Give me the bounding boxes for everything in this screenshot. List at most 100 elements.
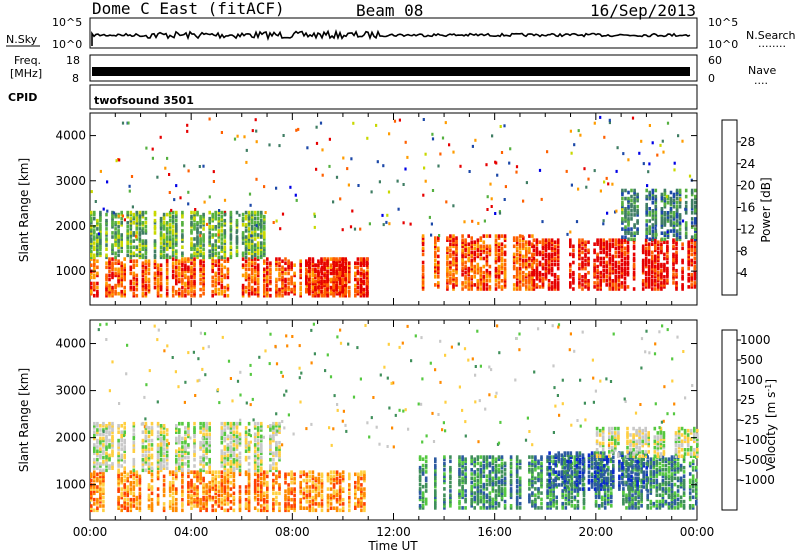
data-cell xyxy=(332,259,335,263)
data-cell xyxy=(341,470,345,474)
data-cell xyxy=(446,266,449,271)
data-cell xyxy=(178,436,181,441)
data-cell xyxy=(90,285,93,290)
data-cell xyxy=(102,207,105,211)
beam-title: Beam 08 xyxy=(356,1,423,20)
data-cell xyxy=(627,211,630,215)
data-cell xyxy=(235,421,239,426)
data-cell xyxy=(196,239,199,243)
data-cell xyxy=(235,251,239,256)
data-cell xyxy=(105,227,108,231)
data-cell xyxy=(187,277,190,282)
data-cell xyxy=(362,289,366,294)
data-cell xyxy=(220,497,224,502)
data-cell xyxy=(293,478,296,483)
data-cell xyxy=(171,229,175,233)
data-cell xyxy=(250,259,254,263)
data-cell xyxy=(156,500,160,504)
data-cell xyxy=(256,281,260,286)
data-cell xyxy=(623,238,627,242)
data-cell xyxy=(522,246,525,251)
data-cell xyxy=(599,250,602,255)
data-cell xyxy=(117,229,120,233)
data-cell xyxy=(320,474,324,479)
data-cell xyxy=(256,291,260,296)
data-cell xyxy=(202,218,205,223)
colorbar-tick-label: 24 xyxy=(740,157,755,171)
data-cell xyxy=(256,273,260,278)
data-cell xyxy=(518,287,522,291)
data-cell xyxy=(464,252,467,257)
data-cell xyxy=(244,485,248,489)
data-cell xyxy=(320,502,324,506)
data-cell xyxy=(675,188,679,193)
data-cell xyxy=(657,240,660,244)
data-cell xyxy=(293,489,296,493)
data-cell xyxy=(525,240,528,244)
data-cell xyxy=(159,438,163,443)
data-cell xyxy=(181,474,184,479)
data-cell xyxy=(162,225,166,229)
data-cell xyxy=(587,285,590,289)
data-cell xyxy=(308,508,312,513)
data-cell xyxy=(132,443,136,447)
data-cell xyxy=(672,200,676,205)
data-cell xyxy=(578,238,581,242)
data-cell xyxy=(311,283,315,288)
data-cell xyxy=(208,485,211,489)
data-cell xyxy=(165,259,169,263)
data-cell xyxy=(329,291,333,296)
data-cell xyxy=(515,252,519,257)
data-cell xyxy=(335,283,338,288)
data-cell xyxy=(687,240,690,244)
data-cell xyxy=(247,478,251,483)
data-cell xyxy=(647,279,651,283)
data-cell xyxy=(162,233,166,237)
data-cell xyxy=(587,258,590,263)
data-cell xyxy=(678,223,682,227)
data-cell xyxy=(341,277,344,282)
data-cell xyxy=(485,287,489,291)
data-cell xyxy=(235,223,239,227)
data-cell xyxy=(247,277,251,282)
data-cell xyxy=(627,190,630,195)
data-cell xyxy=(488,246,492,251)
data-cell xyxy=(253,279,257,284)
data-cell xyxy=(97,232,100,236)
data-cell xyxy=(602,240,605,244)
data-cell xyxy=(247,233,251,237)
data-cell xyxy=(485,250,489,255)
data-cell xyxy=(464,260,467,265)
data-cell xyxy=(308,489,312,493)
data-cell xyxy=(305,275,308,280)
data-cell xyxy=(666,244,669,249)
data-cell xyxy=(121,121,125,125)
data-cell xyxy=(202,483,205,487)
data-cell xyxy=(132,493,136,498)
data-cell xyxy=(217,275,221,280)
data-cell xyxy=(108,265,111,270)
data-cell xyxy=(660,250,663,255)
data-cell xyxy=(211,212,214,217)
data-cell xyxy=(498,211,502,215)
data-cell xyxy=(238,468,242,473)
data-cell xyxy=(211,214,214,219)
data-cell xyxy=(272,221,275,224)
data-cell xyxy=(123,485,126,489)
data-cell xyxy=(332,291,335,296)
data-cell xyxy=(132,440,136,445)
nsearch-legend: ........ xyxy=(758,37,786,50)
data-cell xyxy=(657,275,660,279)
data-cell xyxy=(687,277,690,281)
data-cell xyxy=(500,270,504,275)
data-cell xyxy=(365,293,369,298)
data-cell xyxy=(253,253,257,258)
data-cell xyxy=(99,169,102,173)
data-cell xyxy=(593,275,596,279)
data-cell xyxy=(669,219,673,223)
data-cell xyxy=(332,269,335,274)
data-cell xyxy=(329,506,333,510)
nsearch-label: N.Search xyxy=(746,29,796,42)
data-cell xyxy=(476,252,480,257)
